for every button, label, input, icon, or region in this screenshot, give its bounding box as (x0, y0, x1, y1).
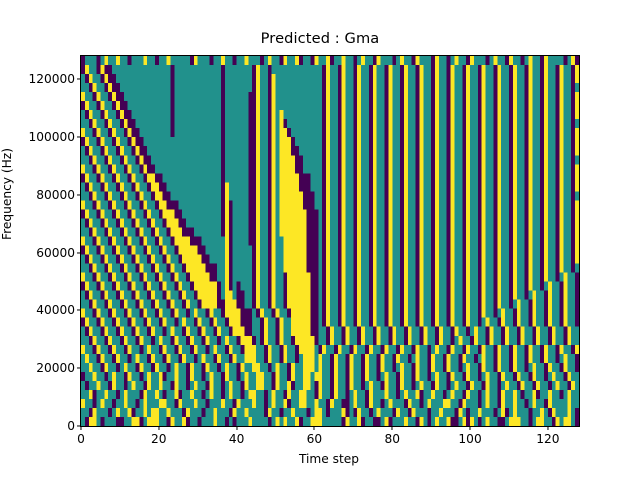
x-tick-mark (391, 426, 393, 430)
heatmap-axes: 0 20000 40000 60000 80000 100000 120000 0 20 40 6… (28, 55, 580, 446)
x-tick-mark (158, 426, 160, 430)
x-tick-label: 20 (151, 432, 167, 446)
y-tick-mark (77, 367, 81, 369)
x-tick-label: 120 (536, 432, 560, 446)
x-tick-mark (80, 426, 82, 430)
y-tick-label: 100000 (28, 129, 75, 144)
x-tick-mark (547, 426, 549, 430)
x-tick-mark (236, 426, 238, 430)
y-tick-label: 20000 (36, 361, 75, 376)
x-tick-mark (313, 426, 315, 430)
y-tick-label: 60000 (36, 245, 75, 260)
x-tick-label: 100 (458, 432, 482, 446)
y-tick-label: 40000 (36, 303, 75, 318)
y-tick-label: 120000 (28, 72, 75, 87)
y-tick-mark (77, 425, 81, 427)
x-axis-label: Time step (298, 452, 360, 466)
x-tick-mark (469, 426, 471, 430)
y-axis-label: Frequency (Hz) (0, 148, 14, 240)
y-tick-mark (77, 309, 81, 311)
y-tick-mark (77, 252, 81, 254)
y-tick-mark (77, 136, 81, 138)
x-tick-label: 60 (306, 432, 323, 446)
y-tick-mark (77, 78, 81, 80)
chart-title: Predicted : Gma (260, 30, 380, 47)
x-tick-label: 80 (384, 432, 401, 446)
y-tick-mark (77, 194, 81, 196)
spectrogram-image (81, 56, 579, 426)
y-tick-label: 0 (67, 419, 75, 433)
x-tick-label: 40 (228, 432, 245, 446)
x-tick-label: 0 (77, 432, 85, 446)
y-tick-label: 80000 (36, 187, 75, 202)
